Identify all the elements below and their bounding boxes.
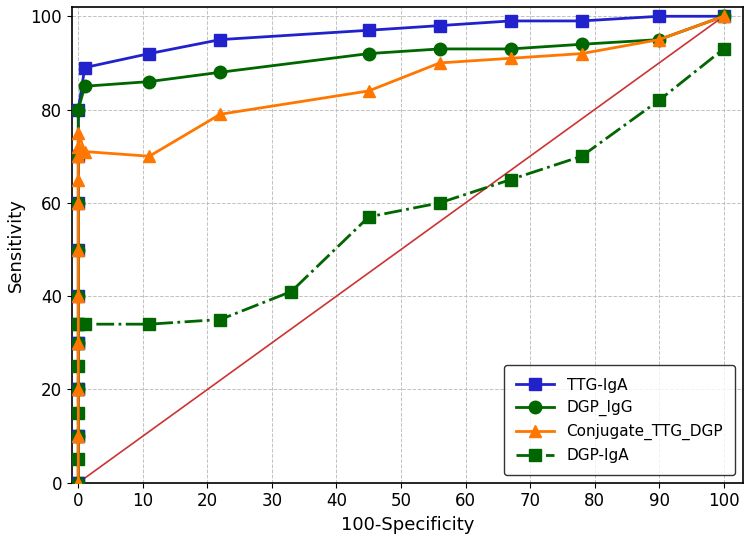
Conjugate_TTG_DGP	[578, 50, 586, 57]
TTG-IgA	[506, 18, 515, 24]
DGP_IgG	[74, 479, 82, 486]
DGP_IgG	[80, 83, 89, 89]
DGP-IgA	[74, 456, 82, 463]
Conjugate_TTG_DGP	[74, 340, 82, 346]
DGP-IgA	[719, 45, 728, 52]
DGP-IgA	[435, 200, 444, 206]
TTG-IgA	[74, 433, 82, 439]
DGP_IgG	[74, 200, 82, 206]
TTG-IgA	[435, 22, 444, 29]
DGP_IgG	[74, 246, 82, 253]
DGP_IgG	[216, 69, 225, 76]
DGP_IgG	[74, 433, 82, 439]
DGP-IgA	[145, 321, 154, 327]
DGP-IgA	[286, 288, 296, 295]
DGP-IgA	[655, 97, 664, 103]
Conjugate_TTG_DGP	[216, 111, 225, 117]
DGP_IgG	[74, 107, 82, 113]
DGP_IgG	[74, 293, 82, 299]
Conjugate_TTG_DGP	[506, 55, 515, 62]
DGP_IgG	[435, 45, 444, 52]
DGP_IgG	[364, 50, 374, 57]
TTG-IgA	[74, 386, 82, 393]
DGP-IgA	[74, 479, 82, 486]
DGP-IgA	[80, 321, 89, 327]
DGP-IgA	[216, 316, 225, 323]
Line: Conjugate_TTG_DGP: Conjugate_TTG_DGP	[72, 10, 730, 489]
DGP-IgA	[74, 321, 82, 327]
Line: TTG-IgA: TTG-IgA	[72, 10, 730, 489]
TTG-IgA	[74, 107, 82, 113]
TTG-IgA	[216, 36, 225, 43]
DGP_IgG	[74, 153, 82, 160]
TTG-IgA	[74, 340, 82, 346]
TTG-IgA	[364, 27, 374, 34]
DGP_IgG	[719, 13, 728, 19]
Conjugate_TTG_DGP	[74, 200, 82, 206]
Conjugate_TTG_DGP	[74, 246, 82, 253]
Conjugate_TTG_DGP	[74, 386, 82, 393]
DGP-IgA	[364, 214, 374, 220]
Conjugate_TTG_DGP	[74, 433, 82, 439]
DGP-IgA	[578, 153, 586, 160]
Conjugate_TTG_DGP	[74, 479, 82, 486]
Conjugate_TTG_DGP	[74, 144, 82, 150]
DGP_IgG	[145, 78, 154, 85]
Conjugate_TTG_DGP	[435, 60, 444, 66]
TTG-IgA	[74, 293, 82, 299]
Legend: TTG-IgA, DGP_IgG, Conjugate_TTG_DGP, DGP-IgA: TTG-IgA, DGP_IgG, Conjugate_TTG_DGP, DGP…	[504, 365, 736, 475]
TTG-IgA	[80, 64, 89, 71]
Line: DGP_IgG: DGP_IgG	[72, 10, 730, 489]
DGP-IgA	[506, 176, 515, 183]
TTG-IgA	[74, 246, 82, 253]
TTG-IgA	[145, 50, 154, 57]
TTG-IgA	[655, 13, 664, 19]
DGP_IgG	[655, 36, 664, 43]
Conjugate_TTG_DGP	[364, 88, 374, 94]
DGP_IgG	[506, 45, 515, 52]
DGP_IgG	[74, 386, 82, 393]
DGP-IgA	[74, 363, 82, 370]
Conjugate_TTG_DGP	[655, 36, 664, 43]
X-axis label: 100-Specificity: 100-Specificity	[340, 516, 474, 534]
Conjugate_TTG_DGP	[145, 153, 154, 160]
DGP-IgA	[74, 386, 82, 393]
Conjugate_TTG_DGP	[719, 13, 728, 19]
TTG-IgA	[74, 153, 82, 160]
Conjugate_TTG_DGP	[74, 130, 82, 136]
DGP-IgA	[74, 410, 82, 416]
Line: DGP-IgA: DGP-IgA	[72, 43, 730, 489]
TTG-IgA	[719, 13, 728, 19]
Conjugate_TTG_DGP	[74, 153, 82, 160]
DGP-IgA	[74, 340, 82, 346]
TTG-IgA	[74, 479, 82, 486]
Conjugate_TTG_DGP	[74, 176, 82, 183]
Conjugate_TTG_DGP	[80, 148, 89, 155]
DGP-IgA	[74, 321, 82, 327]
DGP_IgG	[74, 340, 82, 346]
Conjugate_TTG_DGP	[74, 293, 82, 299]
TTG-IgA	[578, 18, 586, 24]
DGP-IgA	[74, 433, 82, 439]
Y-axis label: Sensitivity: Sensitivity	[7, 198, 25, 292]
TTG-IgA	[74, 200, 82, 206]
DGP_IgG	[578, 41, 586, 48]
